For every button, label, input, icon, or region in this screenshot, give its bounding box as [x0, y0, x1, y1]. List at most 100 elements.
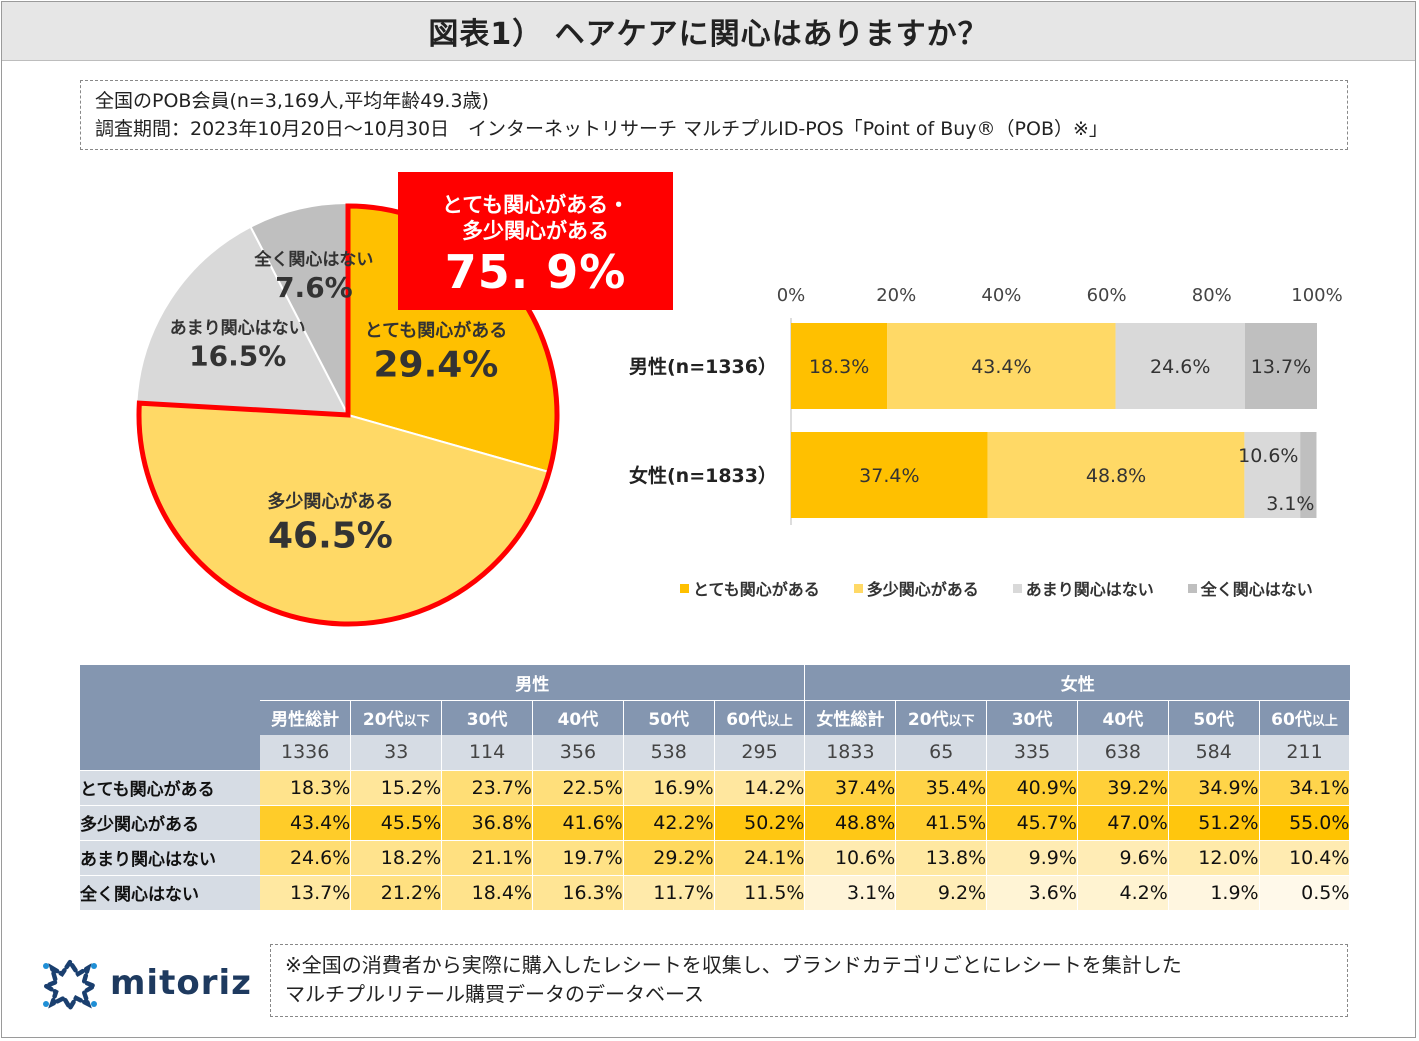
axis-tick-label: 60%	[1087, 285, 1127, 306]
table-cell: 1.9%	[1168, 874, 1260, 910]
table-cell: 4.2%	[1077, 874, 1169, 910]
pie-label-2: 多少関心がある	[267, 491, 393, 513]
pie-value-3: 16.5%	[189, 340, 286, 373]
table-cell: 3.1%	[804, 874, 897, 910]
table-cell: 40.9%	[986, 769, 1078, 805]
table-column-header: 40代	[532, 700, 624, 735]
table-cell: 39.2%	[1077, 769, 1169, 805]
table-cell: 41.5%	[895, 804, 988, 840]
page-title: 図表1） ヘアケアに関心はありますか？	[2, 2, 1415, 61]
logo-text: mitoriz	[110, 963, 252, 1003]
axis-tick-label: 40%	[981, 285, 1021, 306]
table-cell: 45.7%	[986, 804, 1078, 840]
logo-mark-icon	[40, 957, 100, 1012]
table-cell: 37.4%	[804, 769, 897, 805]
table-cell: 41.6%	[532, 804, 624, 840]
legend-item: 全く関心はない	[1187, 576, 1313, 600]
axis-tick-label: 0%	[777, 285, 806, 306]
table-cell: 35.4%	[895, 769, 988, 805]
table-sample-size: 356	[532, 735, 624, 770]
pie-label-1: とても関心がある	[365, 320, 508, 342]
legend-item: とても関心がある	[680, 576, 820, 600]
table-row-label: 多少関心がある	[80, 804, 260, 840]
pie-value-1: 29.4%	[373, 345, 498, 386]
table-cell: 23.7%	[441, 769, 533, 805]
table-sample-size: 638	[1077, 735, 1169, 770]
breakdown-table: 男性 女性 男性総計 20代以下 30代 40代 50代 60代以上 女性総計 20代以下 30代 4…	[80, 665, 1351, 910]
legend-item: 多少関心がある	[853, 576, 979, 600]
legend-label: 全く関心はない	[1200, 580, 1313, 599]
table-column-header: 男性総計	[260, 700, 352, 735]
table-cell: 16.3%	[532, 874, 624, 910]
survey-info-line2: 調査期間：2023年10月20日～10月30日 インターネットリサーチ マルチプ…	[95, 118, 1108, 140]
table-column-header: 女性総計	[804, 700, 897, 735]
bar-data-label: 18.3%	[809, 356, 869, 378]
axis-tick-label: 80%	[1192, 285, 1232, 306]
table-cell: 9.2%	[895, 874, 988, 910]
legend-label: とても関心がある	[693, 580, 820, 599]
table-cell: 9.6%	[1077, 839, 1169, 875]
table-cell: 0.5%	[1259, 874, 1351, 910]
table-cell: 9.9%	[986, 839, 1078, 875]
table-column-header: 20代以下	[350, 700, 443, 735]
legend-label: 多少関心がある	[866, 580, 979, 599]
pie-slice-3	[135, 225, 350, 417]
table-cell: 45.5%	[350, 804, 443, 840]
table-sample-size: 584	[1168, 735, 1260, 770]
table-cell: 13.8%	[895, 839, 988, 875]
table-cell: 43.4%	[260, 804, 352, 840]
bar-segment	[1244, 323, 1317, 409]
bar-data-label: 43.4%	[971, 356, 1031, 378]
bar-category-label: 女性(n=1833）	[629, 464, 777, 487]
table-cell: 22.5%	[532, 769, 624, 805]
highlight-callout: とても関心がある・ 多少関心がある 75. 9%	[398, 172, 673, 310]
callout-line2: 多少関心がある	[462, 219, 609, 243]
footnote-line2: マルチプルリテール購買データのデータベース	[285, 982, 704, 1006]
table-row: 多少関心がある 43.4% 45.5% 36.8% 41.6% 42.2% 50.2% 48.…	[80, 804, 1351, 840]
legend-swatch	[1187, 583, 1197, 593]
bar-data-label: 10.6%	[1238, 445, 1298, 467]
stacked-bar-chart: 0% 20% 40% 60% 80% 100% 男性(n=1336） 18.3% 43.4% 24…	[629, 285, 1343, 525]
legend-swatch	[853, 583, 863, 593]
table-cell: 11.7%	[623, 874, 715, 910]
table-column-header: 50代	[1168, 700, 1260, 735]
table-cell: 21.1%	[441, 839, 533, 875]
axis-tick-label: 20%	[876, 285, 916, 306]
table-sample-size: 1833	[804, 735, 897, 770]
table-cell: 48.8%	[804, 804, 897, 840]
table-cell: 15.2%	[350, 769, 443, 805]
table-column-header: 30代	[441, 700, 533, 735]
legend-swatch	[1012, 583, 1022, 593]
pie-label-4: 全く関心はない	[253, 249, 373, 270]
table-sample-size: 114	[441, 735, 533, 770]
survey-info-box: 全国のPOB会員(n=3,169人,平均年齢49.3歳) 調査期間：2023年1…	[80, 80, 1348, 150]
table-cell: 34.9%	[1168, 769, 1260, 805]
callout-line1: とても関心がある・	[441, 193, 630, 217]
table-row: 全く関心はない 13.7% 21.2% 18.4% 16.3% 11.7% 11.5% 3.1…	[80, 874, 1351, 910]
table-sample-size: 211	[1259, 735, 1351, 770]
table-group-header: 女性	[804, 665, 1350, 701]
table-group-header: 男性	[260, 665, 806, 701]
table-row-label: とても関心がある	[80, 769, 260, 805]
bar-segment	[1244, 432, 1301, 518]
bar-segment	[1115, 323, 1245, 409]
table-row-label: 全く関心はない	[80, 874, 260, 910]
title-text: 図表1） ヘアケアに関心はありますか？	[428, 17, 989, 52]
pie-slice-2	[135, 401, 554, 628]
table-cell: 50.2%	[714, 804, 806, 840]
bar-segment	[987, 432, 1245, 518]
table-cell: 11.5%	[714, 874, 806, 910]
bar-category-label: 男性(n=1336）	[629, 355, 777, 378]
bar-data-label: 37.4%	[859, 465, 919, 487]
bar-segment	[791, 432, 988, 518]
table-sample-size: 335	[986, 735, 1078, 770]
legend-label: あまり関心はない	[1025, 580, 1154, 599]
table-column-header: 60代以上	[1259, 700, 1351, 735]
table-cell: 55.0%	[1259, 804, 1351, 840]
table-corner	[80, 665, 260, 770]
table-cell: 51.2%	[1168, 804, 1260, 840]
table-cell: 34.1%	[1259, 769, 1351, 805]
pie-label-3: あまり関心はない	[170, 319, 306, 339]
bar-data-label: 24.6%	[1150, 356, 1210, 378]
